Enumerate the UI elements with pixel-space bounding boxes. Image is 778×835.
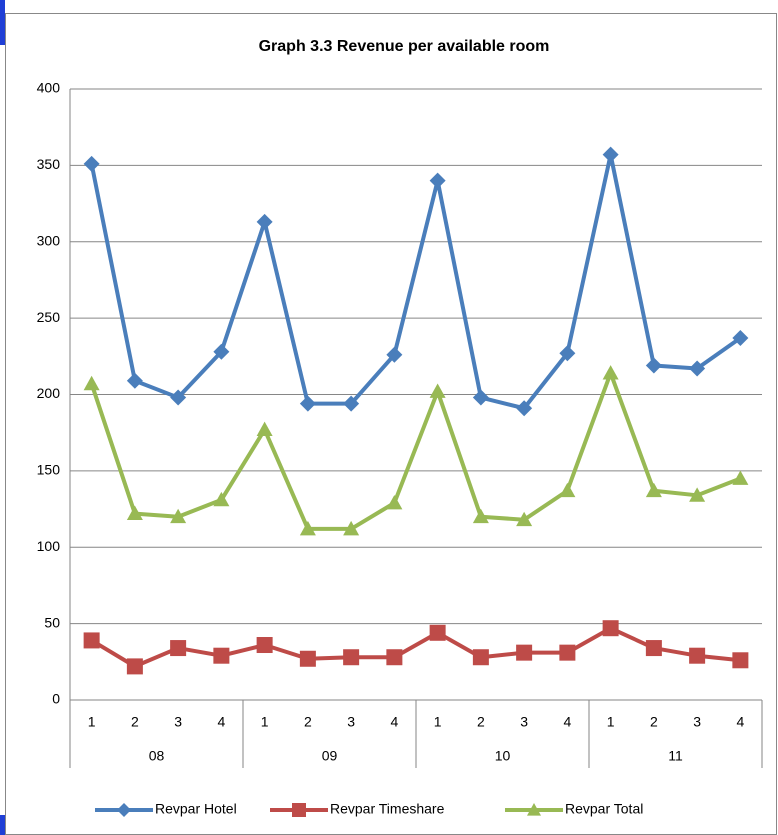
chart-frame: [5, 13, 777, 835]
marker: [343, 395, 360, 412]
marker: [299, 650, 316, 667]
legend-label: Revpar Timeshare: [330, 801, 445, 817]
marker: [732, 470, 749, 485]
y-tick-label: 350: [37, 156, 61, 172]
x-tick-label: 2: [304, 714, 312, 730]
x-tick-label: 4: [736, 714, 744, 730]
group-label: 10: [495, 748, 511, 764]
marker: [472, 649, 489, 666]
x-tick-label: 4: [390, 714, 398, 730]
marker: [732, 652, 749, 669]
group-label: 09: [322, 748, 338, 764]
marker: [292, 803, 306, 817]
marker: [559, 345, 576, 362]
marker: [645, 640, 662, 657]
marker: [170, 389, 187, 406]
x-tick-label: 3: [347, 714, 355, 730]
marker: [83, 632, 100, 649]
marker: [256, 637, 273, 654]
marker: [386, 649, 403, 666]
marker: [343, 520, 360, 536]
marker: [472, 389, 489, 406]
marker: [117, 803, 131, 817]
y-tick-label: 250: [37, 309, 61, 325]
edge-strip: [0, 0, 5, 45]
x-tick-label: 4: [217, 714, 225, 730]
marker: [213, 647, 230, 664]
marker: [429, 624, 446, 641]
marker: [559, 482, 576, 498]
y-tick-label: 300: [37, 232, 61, 248]
marker: [527, 803, 541, 816]
x-tick-label: 1: [434, 714, 442, 730]
x-tick-label: 1: [88, 714, 96, 730]
marker: [83, 375, 100, 391]
marker: [516, 400, 533, 417]
marker: [689, 647, 706, 664]
marker: [256, 421, 273, 437]
series-line: [90, 626, 741, 669]
marker: [170, 640, 187, 657]
marker: [602, 620, 619, 637]
x-tick-label: 2: [650, 714, 658, 730]
marker: [602, 146, 619, 163]
marker: [472, 508, 489, 524]
marker: [170, 508, 187, 524]
legend-label: Revpar Total: [565, 801, 643, 817]
marker: [732, 329, 749, 346]
marker: [126, 505, 143, 521]
marker: [689, 360, 706, 377]
x-tick-label: 1: [607, 714, 615, 730]
marker: [516, 644, 533, 661]
marker: [299, 395, 316, 412]
x-tick-label: 3: [693, 714, 701, 730]
marker: [645, 357, 662, 374]
marker: [126, 372, 143, 389]
marker: [343, 649, 360, 666]
marker: [256, 213, 273, 230]
x-tick-label: 3: [174, 714, 182, 730]
y-tick-label: 200: [37, 385, 61, 401]
marker: [386, 346, 403, 363]
marker: [689, 487, 706, 502]
y-tick-label: 400: [37, 80, 61, 96]
x-tick-label: 4: [563, 714, 571, 730]
marker: [645, 482, 662, 498]
x-tick-label: 2: [131, 714, 139, 730]
chart-title: Graph 3.3 Revenue per available room: [259, 38, 550, 55]
group-label: 11: [668, 748, 683, 764]
marker: [213, 343, 230, 360]
series-line: [89, 371, 742, 531]
marker: [126, 658, 143, 675]
marker: [83, 155, 100, 172]
edge-strip: [0, 815, 5, 835]
marker: [429, 383, 446, 398]
marker: [559, 644, 576, 661]
marker: [602, 365, 619, 380]
x-tick-label: 1: [261, 714, 269, 730]
marker: [213, 491, 230, 507]
marker: [299, 520, 316, 536]
marker: [429, 172, 446, 189]
marker: [516, 511, 533, 527]
marker: [386, 494, 403, 510]
y-tick-label: 50: [44, 614, 60, 630]
group-label: 08: [149, 748, 165, 764]
y-tick-label: 100: [37, 538, 61, 554]
legend-label: Revpar Hotel: [155, 801, 237, 817]
series-line: [89, 152, 742, 411]
x-tick-label: 2: [477, 714, 485, 730]
x-tick-label: 3: [520, 714, 528, 730]
y-tick-label: 0: [52, 691, 60, 707]
y-tick-label: 150: [37, 462, 61, 478]
